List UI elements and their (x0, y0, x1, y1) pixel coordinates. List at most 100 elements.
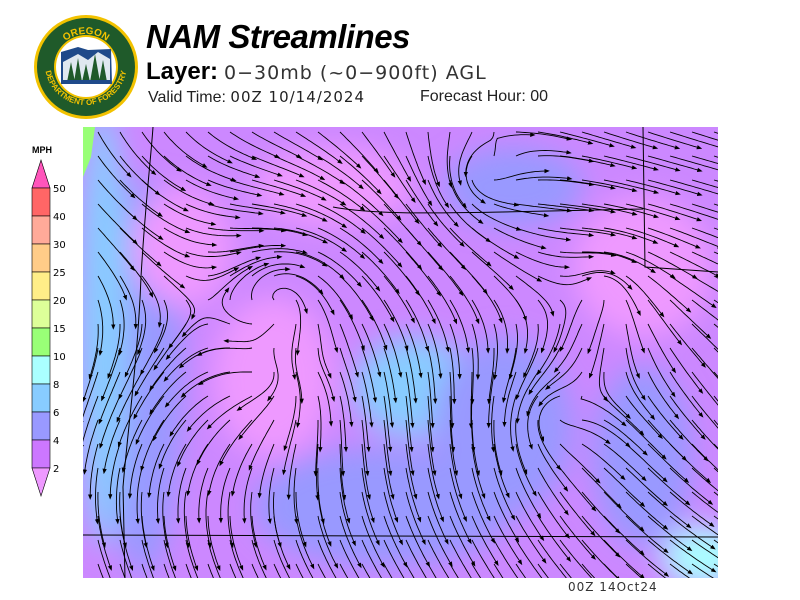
streamline (625, 419, 667, 460)
legend-swatch-20-25 (31, 271, 51, 301)
streamline (207, 443, 231, 496)
streamline (97, 539, 111, 578)
streamline (185, 179, 240, 201)
streamline (162, 491, 169, 549)
streamline (98, 371, 121, 425)
streamline (230, 443, 253, 497)
streamline (205, 491, 212, 549)
streamline (207, 243, 265, 253)
streamline (581, 131, 637, 149)
streamline (295, 299, 302, 356)
streamline (526, 371, 561, 417)
streamline (361, 443, 371, 501)
streamline (361, 323, 382, 378)
streamline (293, 467, 299, 525)
streamline (294, 347, 304, 405)
streamline (427, 155, 450, 209)
streamline (153, 299, 168, 354)
streamline (295, 563, 304, 578)
streamline (502, 371, 517, 428)
streamline (603, 179, 660, 194)
streamline (361, 467, 375, 524)
streamline (149, 347, 187, 391)
streamline-map (83, 127, 718, 578)
streamline (603, 563, 619, 578)
streamline (625, 299, 645, 354)
streamline (94, 467, 100, 525)
streamline (405, 491, 426, 546)
page-title: NAM Streamlines (146, 18, 410, 55)
legend-swatch-6-8 (31, 383, 51, 413)
streamline (427, 275, 458, 325)
streamline (317, 347, 336, 403)
streamline (317, 491, 332, 547)
streamline (427, 323, 443, 379)
streamline (537, 203, 595, 213)
streamline (669, 299, 712, 339)
streamline (405, 395, 414, 453)
streamline (361, 539, 382, 578)
streamline (515, 275, 555, 317)
streamline (223, 323, 275, 344)
streamline (118, 347, 143, 400)
legend-tick: 20 (53, 296, 66, 307)
valid-time: Valid Time: 00Z 10/14/2024 (148, 88, 365, 107)
streamline (339, 395, 349, 453)
streamline (559, 270, 616, 277)
streamline (295, 492, 307, 548)
streamline (97, 563, 104, 578)
streamline (180, 371, 231, 398)
streamline (691, 155, 718, 165)
streamline (580, 395, 627, 427)
streamline (603, 515, 645, 556)
streamline (163, 179, 215, 206)
streamline (603, 395, 645, 436)
streamline (383, 539, 405, 578)
timestamp-label: 00Z 14Oct24 (568, 580, 658, 594)
legend-tick: 10 (53, 352, 66, 363)
streamline (537, 443, 569, 492)
streamline (313, 420, 319, 477)
streamline (553, 323, 583, 373)
streamline (97, 251, 127, 301)
streamline (185, 539, 199, 578)
streamline (317, 323, 332, 379)
streamline (559, 467, 597, 512)
forecast-hour-value: 00 (530, 88, 549, 105)
streamline (559, 203, 617, 214)
streamline (625, 491, 669, 530)
streamline (295, 131, 343, 165)
streamline (471, 251, 514, 291)
streamline (383, 227, 423, 270)
streamline (457, 131, 473, 186)
streamline (141, 155, 187, 192)
legend-over-arrow (31, 159, 51, 189)
streamline (486, 371, 495, 429)
streamline (471, 443, 486, 500)
streamline (251, 539, 267, 578)
streamline (691, 491, 718, 513)
streamline (691, 347, 718, 380)
streamline (559, 539, 597, 578)
streamline (141, 179, 189, 212)
streamline (625, 563, 643, 578)
streamline (273, 251, 328, 267)
streamline (559, 131, 615, 148)
streamline (427, 539, 450, 578)
streamline (339, 203, 385, 240)
streamline (691, 443, 718, 471)
streamline (691, 563, 714, 578)
streamline (589, 323, 605, 379)
streamline (295, 275, 335, 316)
streamline (581, 443, 626, 481)
streamline (119, 227, 162, 267)
streamline (449, 371, 455, 429)
streamline (647, 251, 698, 279)
streamline (383, 131, 412, 182)
streamline (257, 443, 275, 499)
streamline (515, 419, 528, 476)
streamline (625, 443, 668, 483)
streamline (691, 299, 718, 321)
streamline (339, 491, 356, 547)
streamline (515, 203, 573, 213)
